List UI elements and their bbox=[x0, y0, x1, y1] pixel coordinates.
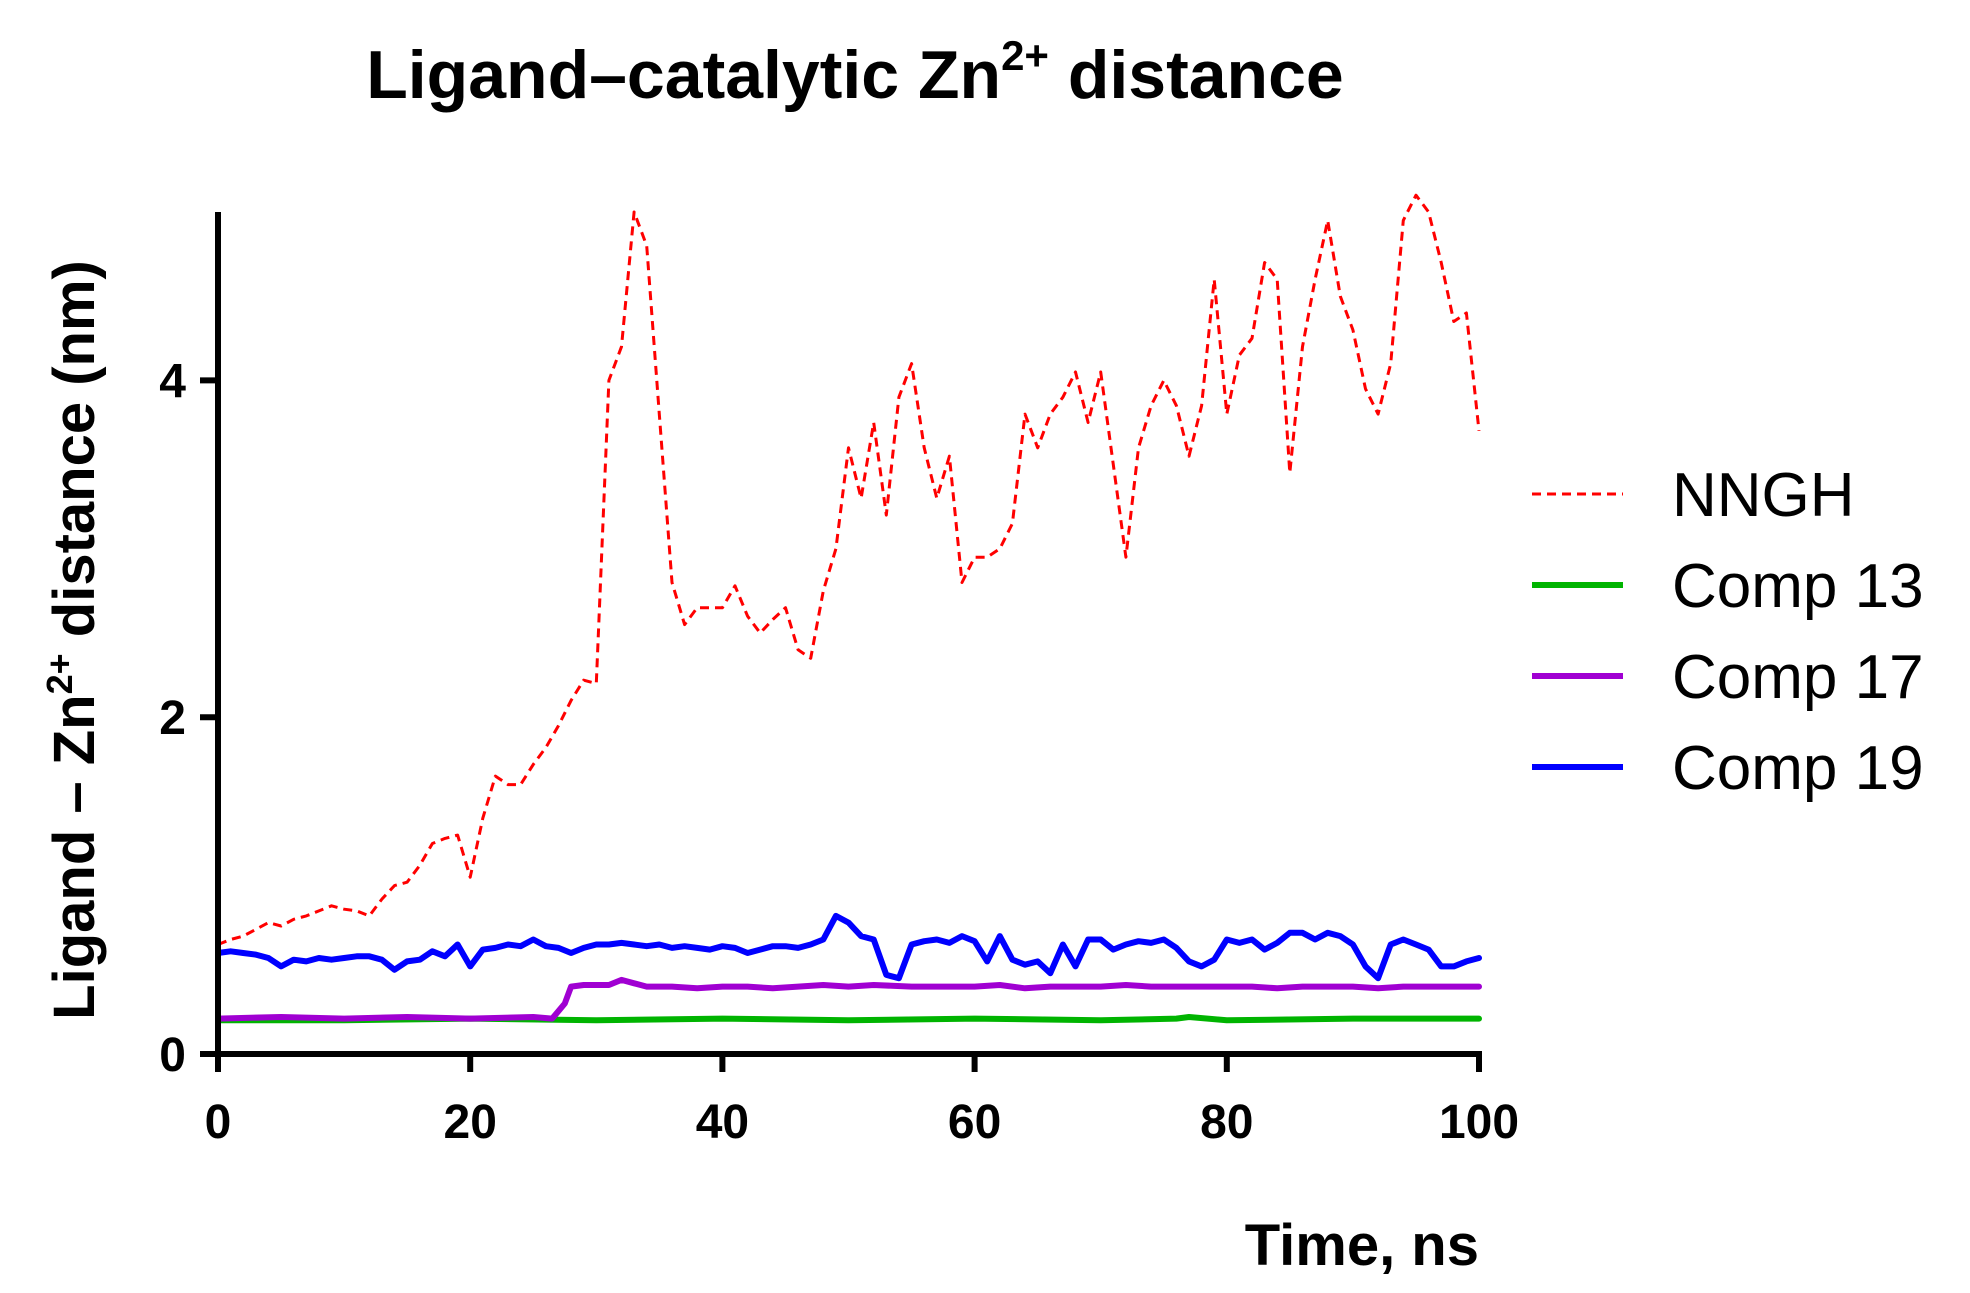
legend: NNGH Comp 13 Comp 17 Comp 19 bbox=[1532, 461, 1924, 803]
legend-label: Comp 13 bbox=[1672, 552, 1924, 621]
x-tick-label: 40 bbox=[696, 1096, 749, 1149]
legend-item: Comp 19 bbox=[1532, 734, 1924, 803]
x-tick-label: 100 bbox=[1439, 1096, 1519, 1149]
y-tick-label: 2 bbox=[159, 692, 186, 745]
legend-label: NNGH bbox=[1672, 461, 1855, 530]
legend-item: NNGH bbox=[1532, 461, 1855, 530]
legend-label: Comp 17 bbox=[1672, 643, 1924, 712]
x-tick-label: 20 bbox=[444, 1096, 497, 1149]
chart-title: Ligand–catalytic Zn2+ distance bbox=[366, 32, 1343, 113]
x-tick-label: 0 bbox=[205, 1096, 232, 1149]
series-line-comp-17 bbox=[215, 976, 1482, 1022]
legend-label: Comp 19 bbox=[1672, 734, 1924, 803]
y-tick-label: 4 bbox=[159, 355, 186, 408]
plot-area bbox=[215, 193, 1482, 1024]
x-axis-label: Time, ns bbox=[1245, 1213, 1479, 1278]
legend-item: Comp 17 bbox=[1532, 643, 1924, 712]
x-tick-label: 60 bbox=[948, 1096, 1001, 1149]
x-tick-label: 80 bbox=[1200, 1096, 1253, 1149]
y-tick-label: 0 bbox=[159, 1029, 186, 1082]
series-line-comp-19 bbox=[215, 912, 1482, 982]
legend-item: Comp 13 bbox=[1532, 552, 1924, 621]
series-line-nngh bbox=[217, 193, 1481, 946]
y-axis-label: Ligand – Zn2+ distance (nm) bbox=[39, 260, 107, 1020]
